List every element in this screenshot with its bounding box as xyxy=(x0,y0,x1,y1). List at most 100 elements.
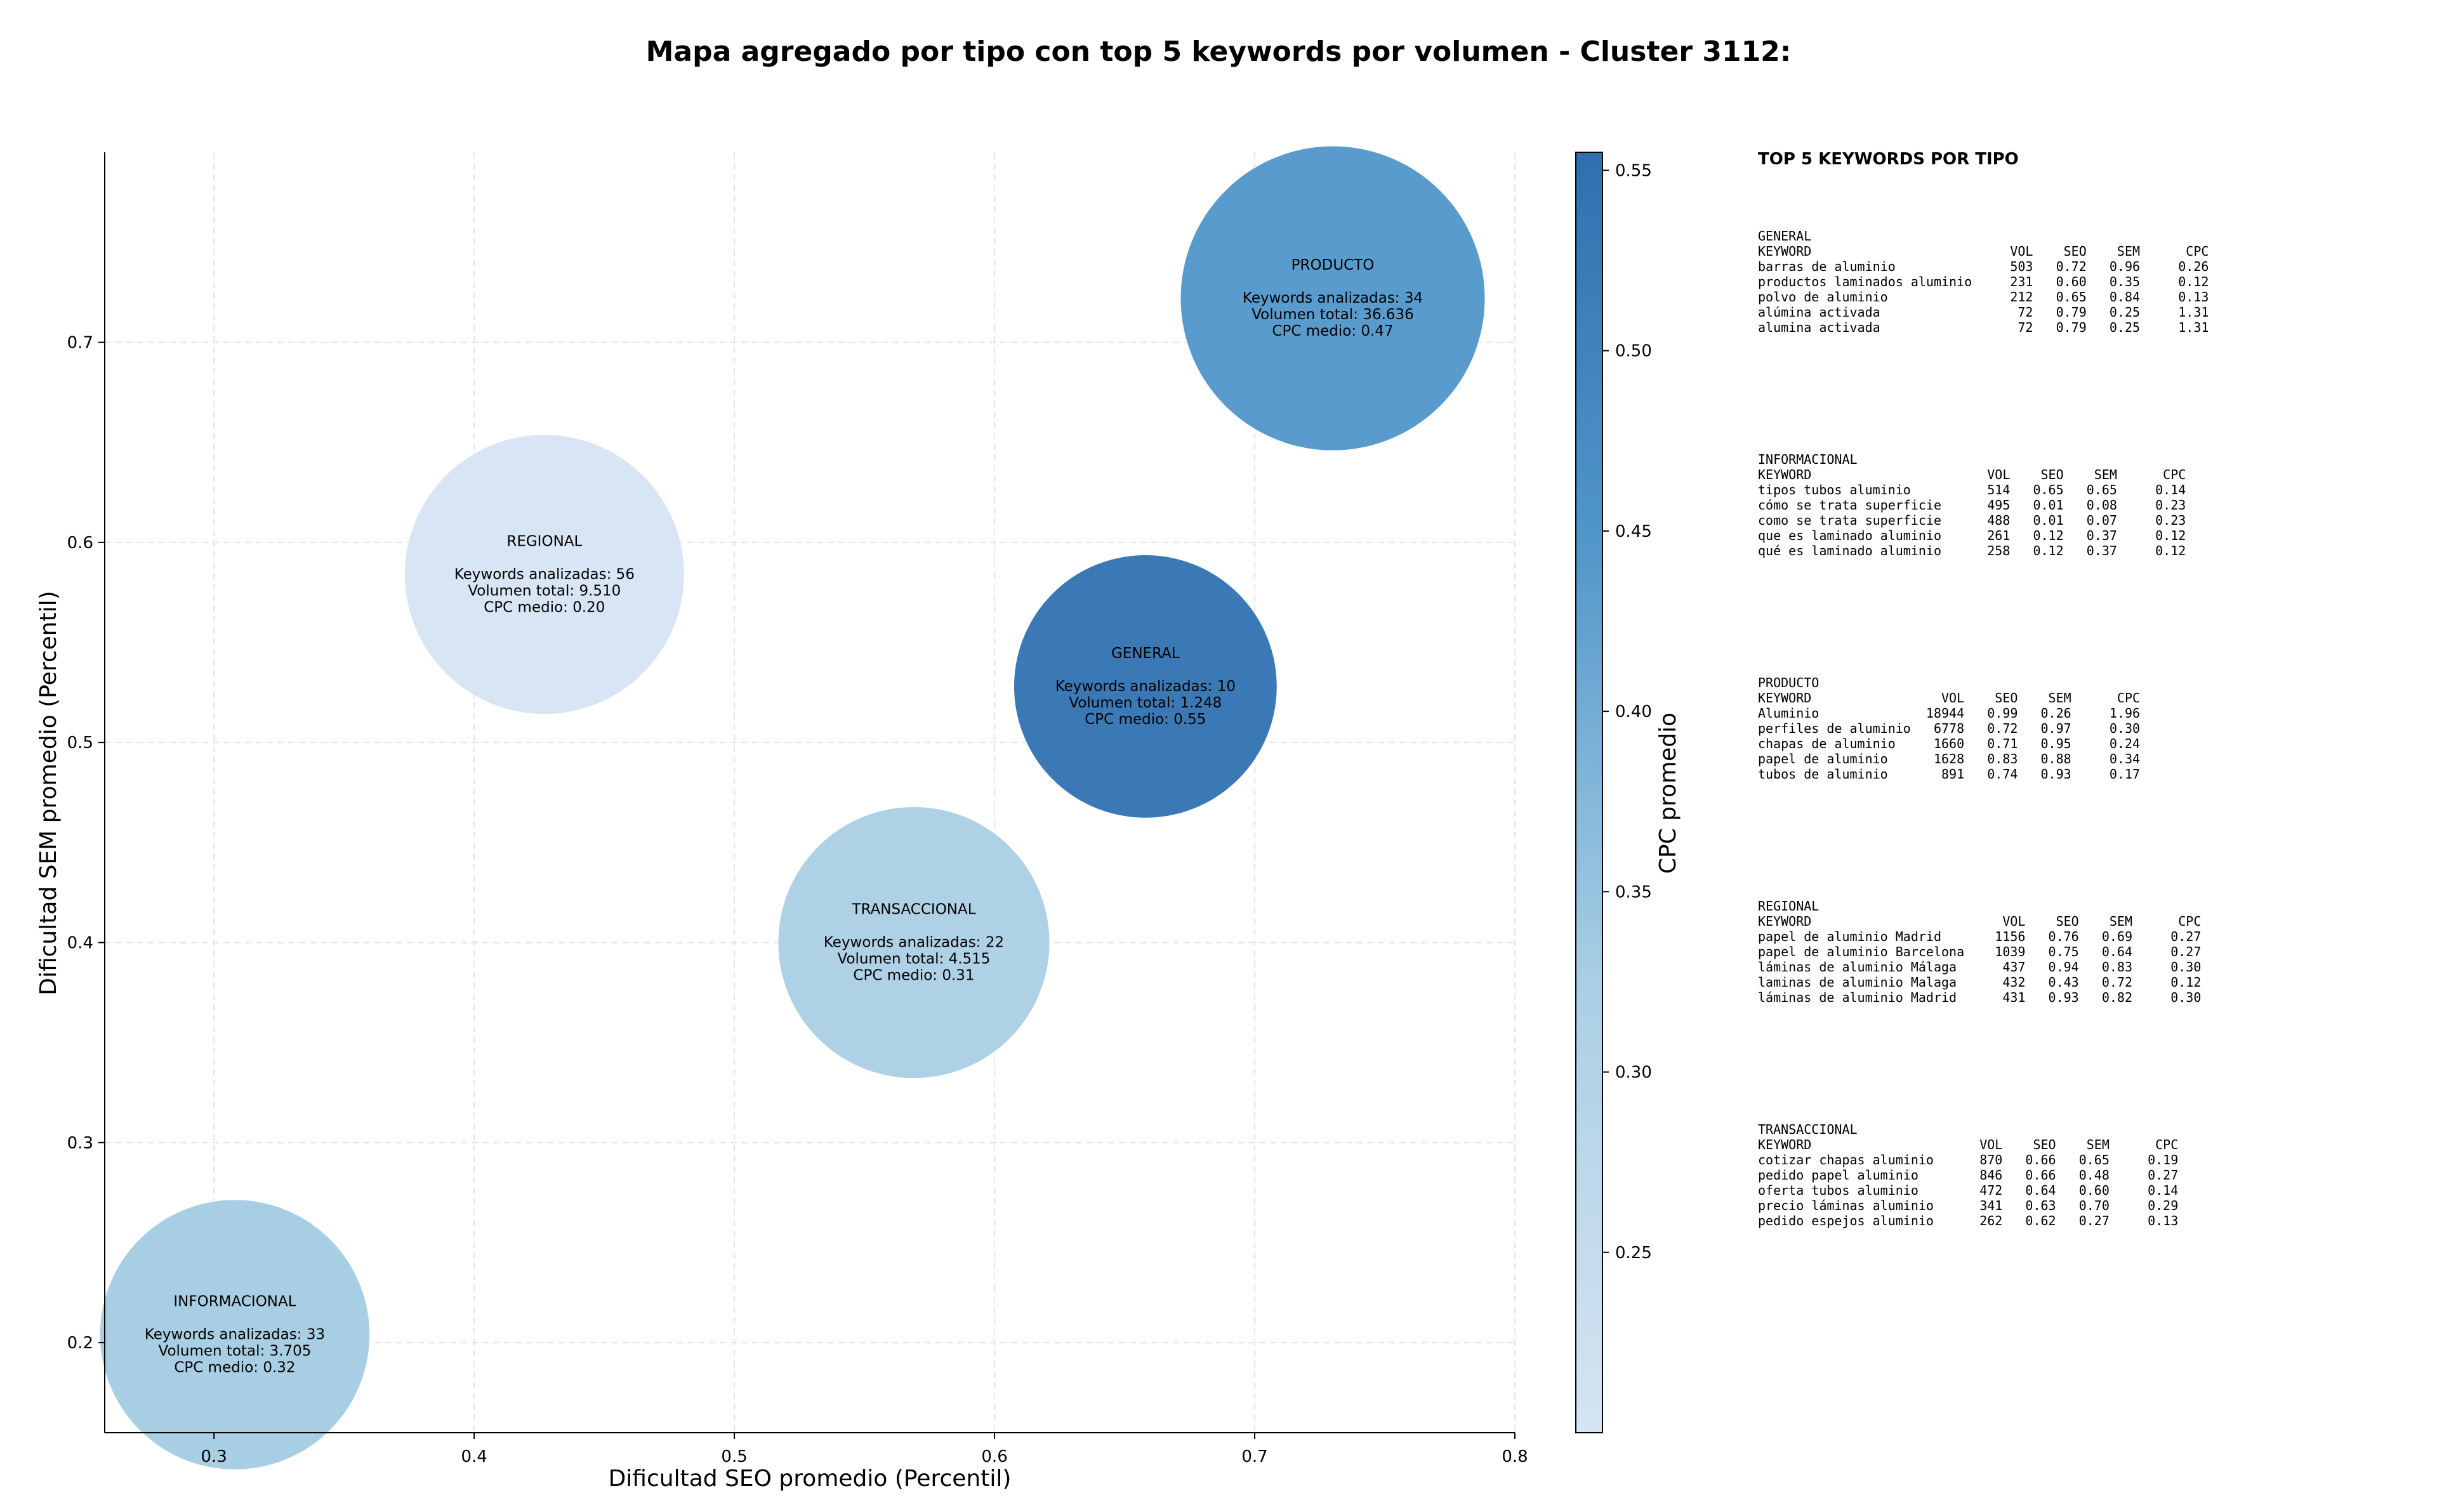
bubble-informacional: INFORMACIONAL Keywords analizadas: 33Volu… xyxy=(99,1199,371,1470)
bubble-circle xyxy=(99,1199,371,1470)
keyword-table-header: KEYWORD VOL SEO SEM CPC xyxy=(1758,914,2202,929)
bubble-circle xyxy=(1180,145,1486,451)
colorbar-tick-label: 0.50 xyxy=(1615,342,1652,361)
keyword-row: pedido papel aluminio 846 0.66 0.48 0.27 xyxy=(1758,1167,2179,1183)
y-tick-label: 0.3 xyxy=(67,1134,93,1153)
x-axis-ticks: 0.3 0.4 0.5 0.6 0.7 0.8 xyxy=(201,1433,1528,1466)
keyword-row: cómo se trata superficie 495 0.01 0.08 0… xyxy=(1758,497,2186,513)
keyword-row: perfiles de aluminio 6778 0.72 0.97 0.30 xyxy=(1758,721,2141,736)
colorbar-label: CPC promedio xyxy=(1655,713,1681,874)
keyword-row: Aluminio 18944 0.99 0.26 1.96 xyxy=(1758,706,2141,721)
bubble-label-cpc-label: CPC medio: 0.47 xyxy=(1272,323,1393,339)
bubble-label-name: REGIONAL xyxy=(506,533,582,549)
x-tick-label: 0.5 xyxy=(721,1447,747,1466)
y-axis-ticks: 0.2 0.3 0.4 0.5 0.6 0.7 xyxy=(67,334,105,1353)
bubble-label-name: PRODUCTO xyxy=(1291,257,1375,273)
bubble-label-keywords: Keywords analizadas: 33 xyxy=(145,1326,325,1343)
colorbar-tick-label: 0.25 xyxy=(1615,1244,1652,1263)
keyword-block-informacional: INFORMACIONAL KEYWORD VOL SEO SEM CPC tipo… xyxy=(1758,452,2186,558)
colorbar-tick-label: 0.30 xyxy=(1615,1063,1652,1082)
keyword-row: que es laminado aluminio 261 0.12 0.37 0… xyxy=(1758,528,2186,543)
keyword-row: tipos tubos aluminio 514 0.65 0.65 0.14 xyxy=(1758,482,2186,497)
bubble-label-volume: Volumen total: 3.705 xyxy=(159,1343,312,1359)
keyword-row: láminas de aluminio Málaga 437 0.94 0.83… xyxy=(1758,959,2202,975)
bubble-circle xyxy=(777,806,1050,1079)
x-tick-label: 0.3 xyxy=(201,1447,227,1466)
colorbar-tick-label: 0.40 xyxy=(1615,702,1652,721)
bubble-label-cpc-label: CPC medio: 0.20 xyxy=(484,599,605,615)
keyword-row: productos laminados aluminio 231 0.60 0.… xyxy=(1758,274,2209,289)
keyword-row: alumina activada 72 0.79 0.25 1.31 xyxy=(1758,320,2209,335)
keyword-block-heading: INFORMACIONAL xyxy=(1758,452,1858,467)
keyword-table-header: KEYWORD VOL SEO SEM CPC xyxy=(1758,244,2209,259)
bubble-label-name: GENERAL xyxy=(1111,645,1180,662)
y-axis-label: Dificultad SEM promedio (Percentil) xyxy=(36,591,62,996)
y-tick-label: 0.2 xyxy=(67,1334,93,1353)
bubble-transaccional: TRANSACCIONAL Keywords analizadas: 22Volu… xyxy=(777,806,1050,1079)
keyword-row: papel de aluminio 1628 0.83 0.88 0.34 xyxy=(1758,751,2141,766)
keyword-row: laminas de aluminio Malaga 432 0.43 0.72… xyxy=(1758,975,2202,990)
bubble-label-keywords: Keywords analizadas: 22 xyxy=(824,934,1004,950)
colorbar xyxy=(1575,152,1603,1433)
keyword-row: papel de aluminio Barcelona 1039 0.75 0.… xyxy=(1758,944,2202,959)
keyword-block-heading: REGIONAL xyxy=(1758,898,1819,914)
colorbar-tick-label: 0.35 xyxy=(1615,883,1652,902)
keyword-row: oferta tubos aluminio 472 0.64 0.60 0.14 xyxy=(1758,1183,2179,1198)
keyword-row: polvo de aluminio 212 0.65 0.84 0.13 xyxy=(1758,289,2209,305)
keyword-row: barras de aluminio 503 0.72 0.96 0.26 xyxy=(1758,259,2209,274)
keyword-row: cotizar chapas aluminio 870 0.66 0.65 0.… xyxy=(1758,1152,2179,1167)
colorbar-tick-label: 0.45 xyxy=(1615,522,1652,541)
bubble-circle xyxy=(1013,555,1278,818)
keyword-row: precio láminas aluminio 341 0.63 0.70 0.… xyxy=(1758,1198,2179,1213)
bubble-label-cpc-label: CPC medio: 0.55 xyxy=(1085,711,1206,728)
keyword-block-heading: GENERAL xyxy=(1758,228,1812,244)
keyword-row: láminas de aluminio Madrid 431 0.93 0.82… xyxy=(1758,990,2202,1005)
keyword-row: qué es laminado aluminio 258 0.12 0.37 0… xyxy=(1758,543,2186,558)
keyword-table-header: KEYWORD VOL SEO SEM CPC xyxy=(1758,467,2186,482)
chart-title: Mapa agregado por tipo con top 5 keyword… xyxy=(646,36,1792,68)
keyword-block-producto: PRODUCTO KEYWORD VOL SEO SEM CPC Aluminio … xyxy=(1758,675,2140,782)
bubble-label-volume: Volumen total: 1.248 xyxy=(1069,695,1222,711)
keyword-row: tubos de aluminio 891 0.74 0.93 0.17 xyxy=(1758,766,2141,782)
x-tick-label: 0.4 xyxy=(461,1447,487,1466)
keyword-row: papel de aluminio Madrid 1156 0.76 0.69 … xyxy=(1758,929,2202,944)
y-tick-label: 0.7 xyxy=(67,334,93,353)
keyword-block-general: GENERAL KEYWORD VOL SEO SEM CPC barras de … xyxy=(1758,228,2209,335)
x-tick-label: 0.8 xyxy=(1502,1447,1528,1466)
bubble-label-keywords: Keywords analizadas: 56 xyxy=(454,566,635,582)
bubble-label-keywords: Keywords analizadas: 10 xyxy=(1055,678,1236,695)
bubble-label-volume: Volumen total: 9.510 xyxy=(468,582,621,599)
keyword-row: pedido espejos aluminio 262 0.62 0.27 0.… xyxy=(1758,1213,2179,1228)
x-axis-label: Dificultad SEO promedio (Percentil) xyxy=(609,1466,1012,1492)
colorbar-tick-label: 0.55 xyxy=(1615,161,1652,180)
keyword-row: alúmina activada 72 0.79 0.25 1.31 xyxy=(1758,305,2209,320)
bubble-circle xyxy=(404,434,685,715)
bubble-label-keywords: Keywords analizadas: 34 xyxy=(1243,290,1423,306)
bubble-label-name: INFORMACIONAL xyxy=(173,1293,296,1310)
colorbar-ticks: 0.25 0.30 0.35 0.40 0.45 0.50 0.55 xyxy=(1602,161,1652,1263)
keyword-block-heading: TRANSACCIONAL xyxy=(1758,1122,1858,1137)
keyword-row: chapas de aluminio 1660 0.71 0.95 0.24 xyxy=(1758,736,2141,751)
bubble-label-name: TRANSACCIONAL xyxy=(851,901,975,917)
y-tick-label: 0.6 xyxy=(67,534,93,553)
keyword-block-transaccional: TRANSACCIONAL KEYWORD VOL SEO SEM CPC coti… xyxy=(1758,1122,2178,1228)
keyword-table-header: KEYWORD VOL SEO SEM CPC xyxy=(1758,1137,2179,1152)
keyword-table-header: KEYWORD VOL SEO SEM CPC xyxy=(1758,690,2141,706)
y-tick-label: 0.5 xyxy=(67,733,93,753)
panel-title: TOP 5 KEYWORDS POR TIPO xyxy=(1758,150,2019,169)
bubble-label-volume: Volumen total: 36.636 xyxy=(1252,306,1414,323)
y-tick-label: 0.4 xyxy=(67,933,93,952)
keyword-block-heading: PRODUCTO xyxy=(1758,675,1819,690)
bubble-label-cpc-label: CPC medio: 0.32 xyxy=(174,1359,295,1376)
keyword-row: como se trata superficie 488 0.01 0.07 0… xyxy=(1758,513,2186,528)
bubble-label-cpc-label: CPC medio: 0.31 xyxy=(853,967,974,983)
x-tick-label: 0.7 xyxy=(1241,1447,1267,1466)
x-tick-label: 0.6 xyxy=(981,1447,1007,1466)
bubble-label-volume: Volumen total: 4.515 xyxy=(838,950,991,967)
keyword-block-regional: REGIONAL KEYWORD VOL SEO SEM CPC papel de … xyxy=(1758,898,2201,1005)
